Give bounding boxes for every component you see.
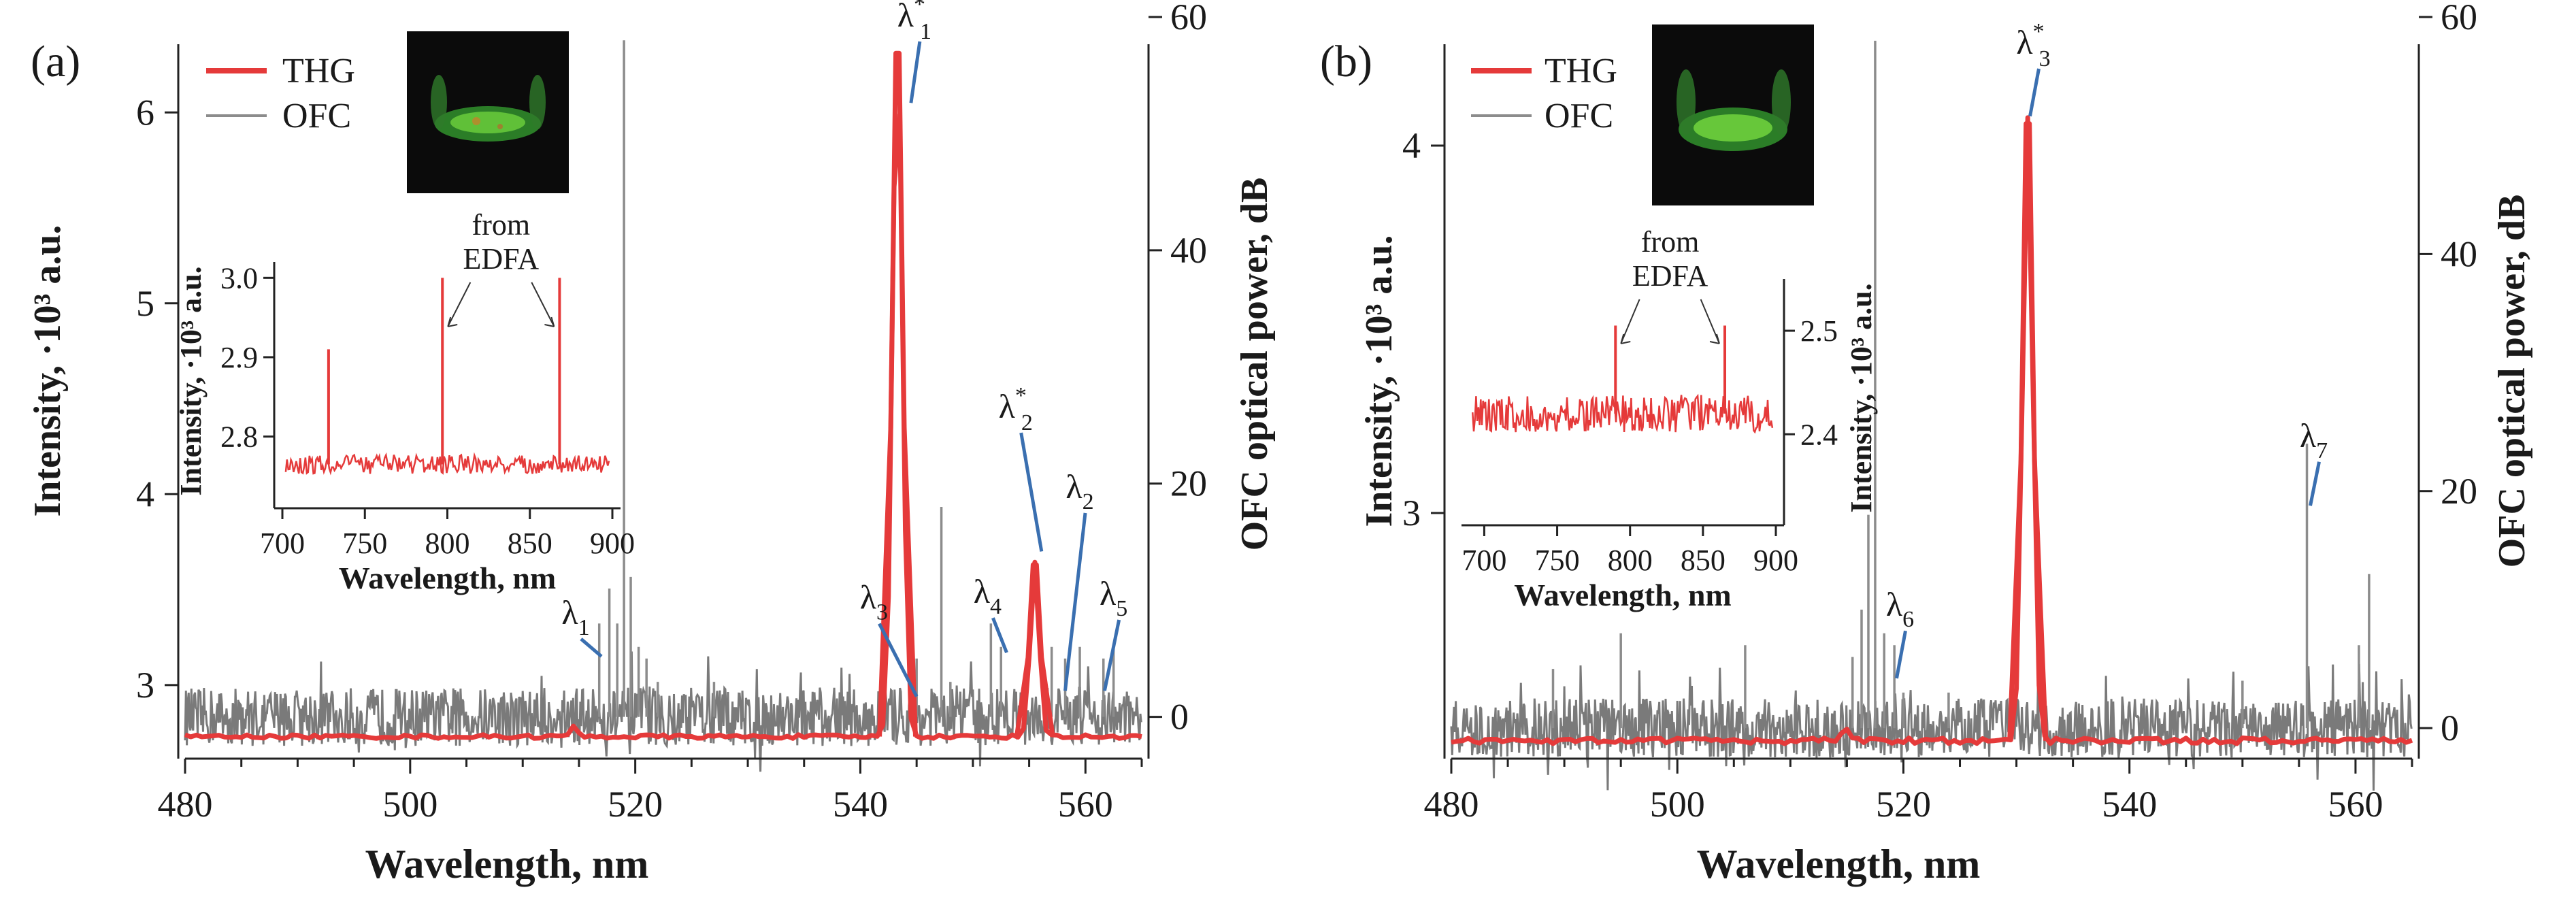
y-tick-left-label-a-4: 4 <box>136 474 154 514</box>
inset-x-tick-label-a-900: 900 <box>590 527 635 560</box>
y-axis-right-title-b: OFC optical power, dB <box>2491 195 2533 568</box>
inset-x-tick-label-b-850: 850 <box>1681 544 1725 577</box>
inset-y-title-a: Intensity, ·10³ a.u. <box>174 266 208 495</box>
inset-arrow-left-a <box>447 282 472 327</box>
x-tick-label-a-520: 520 <box>608 784 663 825</box>
inset-x-tick-label-b-900: 900 <box>1753 544 1798 577</box>
lambda-label-a-4: λ4 <box>974 572 1002 619</box>
x-tick-label-b-520: 520 <box>1876 784 1931 825</box>
lambda-label-b-2: λ7 <box>2300 416 2328 463</box>
inset-y-title-b: Intensity, ·10³ a.u. <box>1845 283 1878 512</box>
x-tick-label-b-500: 500 <box>1650 784 1705 825</box>
lambda-label-a-2: λ1 <box>561 593 589 640</box>
y-tick-right-label-b-20: 20 <box>2441 471 2477 512</box>
y-tick-left-label-a-6: 6 <box>136 92 154 133</box>
x-tick-label-a-560: 560 <box>1058 784 1113 825</box>
y-tick-right-label-b-60: 60 <box>2441 0 2477 37</box>
inset-x-tick-label-a-750: 750 <box>342 527 387 560</box>
x-tick-label-b-540: 540 <box>2102 784 2157 825</box>
inset-x-tick-label-a-800: 800 <box>425 527 470 560</box>
inset-x-tick-label-b-700: 700 <box>1462 544 1506 577</box>
x-axis-title-b: Wavelength, nm <box>1697 842 1981 887</box>
x-tick-label-b-560: 560 <box>2328 784 2383 825</box>
ofc-noise-trace-a <box>184 651 1142 772</box>
y-axis-right-title-a: OFC optical power, dB <box>1234 178 1276 551</box>
inset-y-tick-label-a-2.8: 2.8 <box>220 420 258 454</box>
inset-trace-b <box>1472 393 1774 434</box>
panel-a: (a) 3 4 5 6 0 20 40 60 480 500 520 540 560 Wavelen… <box>27 0 1276 887</box>
inset-note-line1-a: from <box>472 208 531 242</box>
lambda-label-a-1: λ* 2 <box>999 383 1033 435</box>
inset-note-line2-a: EDFA <box>463 242 539 276</box>
inset-x-tick-label-a-700: 700 <box>260 527 305 560</box>
inset-x-title-b: Wavelength, nm <box>1514 578 1731 612</box>
x-tick-label-b-480: 480 <box>1424 784 1479 825</box>
lambda-leader-a-2 <box>580 638 603 658</box>
y-tick-right-label-a-20: 20 <box>1170 463 1207 504</box>
panel-a-label: (a) <box>31 37 80 86</box>
x-tick-label-a-480: 480 <box>158 784 213 825</box>
panel-b: (b) 3 4 0 20 40 60 480 500 520 540 560 Wavelengt… <box>1320 0 2533 887</box>
thg-peak-b-0 <box>2007 121 2049 741</box>
inset-trace-a <box>284 452 610 476</box>
x-tick-label-a-540: 540 <box>833 784 888 825</box>
y-tick-right-label-b-40: 40 <box>2441 233 2477 274</box>
lambda-leader-a-6 <box>1102 619 1121 691</box>
legend-thg-label-a: THG <box>282 52 355 90</box>
y-tick-left-label-b-3: 3 <box>1402 493 1421 533</box>
lambda-label-a-5: λ2 <box>1066 467 1093 514</box>
inset-note-line1-b: from <box>1641 225 1700 259</box>
inset-arrow-right-a <box>531 282 555 327</box>
lambda-label-a-6: λ5 <box>1100 574 1127 621</box>
thg-trace-b <box>1451 115 2413 746</box>
lambda-leader-a-5 <box>1063 512 1087 691</box>
y-axis-left-title-b: Intensity, ·10³ a.u. <box>1358 235 1400 527</box>
y-tick-left-label-b-4: 4 <box>1402 125 1421 166</box>
thg-trace-a <box>184 112 1142 741</box>
lambda-leader-b-0 <box>2028 68 2041 117</box>
inset-arrow-left-b <box>1620 299 1640 344</box>
inset-note-line2-b: EDFA <box>1632 259 1708 293</box>
lambda-label-b-1: λ6 <box>1886 585 1914 632</box>
x-tick-label-a-500: 500 <box>382 784 437 825</box>
lambda-leader-b-2 <box>2309 461 2321 506</box>
inset-y-tick-label-b-2.4: 2.4 <box>1800 418 1838 451</box>
inset-x-tick-label-b-800: 800 <box>1608 544 1653 577</box>
lambda-leader-a-3 <box>878 623 919 697</box>
y-tick-right-label-a-40: 40 <box>1170 230 1207 271</box>
lambda-label-a-0: λ* 1 <box>897 0 931 44</box>
green-fluorescence-micrograph-icon <box>1652 24 1814 205</box>
inset-y-tick-label-b-2.5: 2.5 <box>1800 314 1838 348</box>
inset-y-tick-label-a-3: 3.0 <box>220 261 258 295</box>
legend-a: THG OFC <box>206 52 355 135</box>
lambda-leader-b-1 <box>1895 630 1907 679</box>
lambda-leader-a-4 <box>991 617 1008 654</box>
thg-peak-a-1 <box>1014 562 1055 738</box>
inset-y-tick-label-a-2.9: 2.9 <box>220 341 258 374</box>
y-tick-left-label-a-5: 5 <box>136 283 154 324</box>
y-tick-right-label-a-0: 0 <box>1170 697 1189 738</box>
inset-arrow-right-b <box>1700 299 1720 344</box>
inset-x-title-a: Wavelength, nm <box>339 561 556 595</box>
green-fluorescence-micrograph-icon <box>407 31 569 193</box>
legend-b: THG OFC <box>1471 52 1617 135</box>
legend-ofc-label-b: OFC <box>1545 97 1613 135</box>
lambda-label-b-0: λ* 3 <box>2016 19 2050 71</box>
lambda-leader-a-1 <box>1019 432 1044 552</box>
ofc-noise-trace-b <box>1450 663 2413 791</box>
y-tick-right-label-a-60: 60 <box>1170 0 1207 37</box>
y-axis-left-title-a: Intensity, ·10³ a.u. <box>27 225 69 516</box>
lambda-label-a-3: λ3 <box>860 578 888 625</box>
panel-b-label: (b) <box>1320 37 1372 86</box>
x-axis-title-a: Wavelength, nm <box>365 842 649 887</box>
inset-x-tick-label-a-850: 850 <box>508 527 552 560</box>
inset-x-tick-label-b-750: 750 <box>1535 544 1580 577</box>
y-tick-left-label-a-3: 3 <box>136 665 154 706</box>
lambda-leader-a-0 <box>909 41 922 103</box>
thg-peak-a-0 <box>877 50 919 737</box>
y-tick-right-label-b-0: 0 <box>2441 708 2459 748</box>
legend-thg-label-b: THG <box>1545 52 1617 90</box>
legend-ofc-label-a: OFC <box>282 97 351 135</box>
